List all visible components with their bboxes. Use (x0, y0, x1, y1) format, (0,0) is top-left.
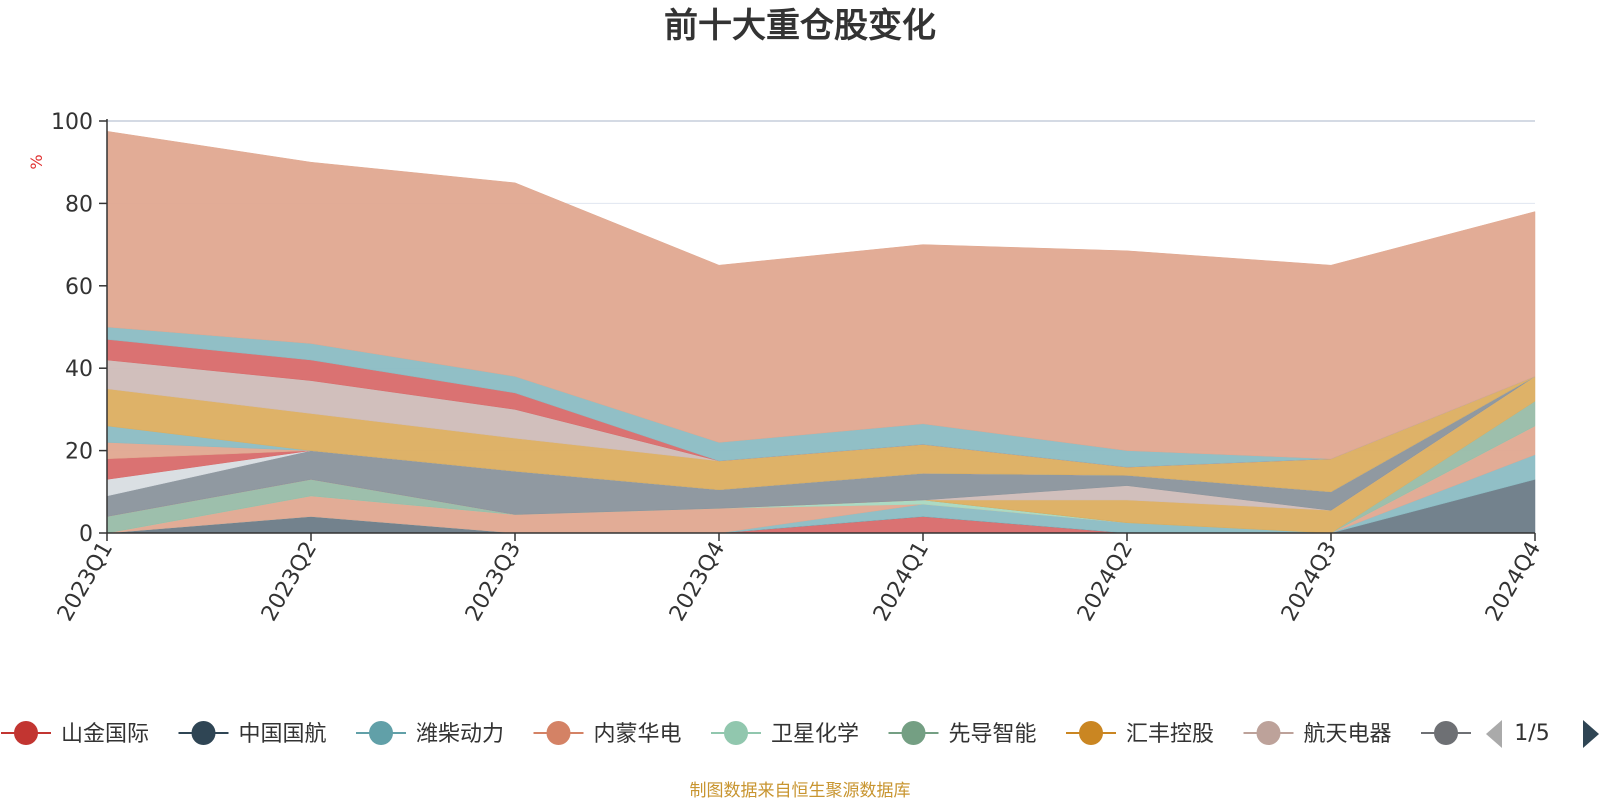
legend-item[interactable] (1421, 721, 1471, 745)
legend-label: 先导智能 (949, 722, 1037, 747)
x-tick-label: 2023Q4 (665, 538, 730, 626)
legend-item[interactable]: 山金国际 (1, 721, 149, 747)
legend-label: 山金国际 (61, 722, 149, 747)
legend: 山金国际 中国国航 潍柴动力 内蒙华电 卫星化学 先导智能 汇丰控股 航天电器 (1, 700, 1600, 760)
legend-item[interactable]: 卫星化学 (711, 721, 859, 747)
x-tick-label: 2024Q2 (1073, 538, 1138, 626)
legend-label: 中国国航 (239, 722, 327, 747)
data-source-note: 制图数据来自恒生聚源数据库 (690, 781, 911, 800)
legend-label: 潍柴动力 (416, 722, 504, 747)
legend-item[interactable]: 航天电器 (1243, 721, 1392, 747)
legend-label: 卫星化学 (771, 722, 859, 747)
legend-dot-icon (724, 721, 748, 745)
legend-label: 汇丰控股 (1126, 722, 1214, 747)
y-tick-label: 20 (65, 440, 93, 465)
y-tick-label: 100 (51, 110, 93, 135)
area-series-18 (106, 131, 1536, 460)
legend-dot-icon (369, 721, 393, 745)
y-tick-label: 40 (65, 357, 93, 382)
x-tick-label: 2024Q3 (1277, 538, 1342, 626)
legend-dot-icon (901, 721, 926, 745)
legend-prev-arrow-icon[interactable] (1486, 720, 1502, 748)
legend-label: 内蒙华电 (594, 722, 682, 747)
legend-dot-icon (546, 721, 571, 745)
x-tick-label: 2023Q2 (257, 538, 322, 626)
x-tick-label: 2023Q1 (53, 538, 118, 626)
legend-item[interactable]: 中国国航 (178, 721, 327, 747)
legend-item[interactable]: 内蒙华电 (533, 721, 682, 747)
x-tick-label: 2024Q1 (869, 538, 934, 626)
legend-pager: 1/5 (1486, 720, 1599, 748)
legend-next-arrow-icon[interactable] (1583, 720, 1599, 748)
legend-dot-icon (14, 721, 38, 745)
legend-item[interactable]: 先导智能 (888, 721, 1037, 747)
y-axis-unit: % (27, 154, 46, 169)
x-tick-label: 2023Q3 (461, 538, 526, 626)
y-tick-label: 60 (65, 275, 93, 300)
area-series-group (106, 131, 1536, 534)
legend-clip-mask (1486, 700, 1600, 760)
legend-label: 航天电器 (1304, 722, 1392, 747)
legend-dot-icon (1079, 721, 1103, 745)
y-tick-label: 80 (65, 192, 93, 217)
legend-item[interactable]: 潍柴动力 (356, 721, 504, 747)
legend-dot-icon (1434, 721, 1458, 745)
legend-item[interactable]: 汇丰控股 (1066, 721, 1214, 747)
legend-dot-icon (191, 721, 216, 745)
chart-title: 前十大重仓股变化 (664, 6, 936, 46)
legend-dot-icon (1256, 721, 1281, 745)
legend-page-indicator: 1/5 (1514, 721, 1549, 746)
y-tick-label: 0 (79, 522, 93, 547)
x-tick-label: 2024Q4 (1481, 538, 1546, 626)
